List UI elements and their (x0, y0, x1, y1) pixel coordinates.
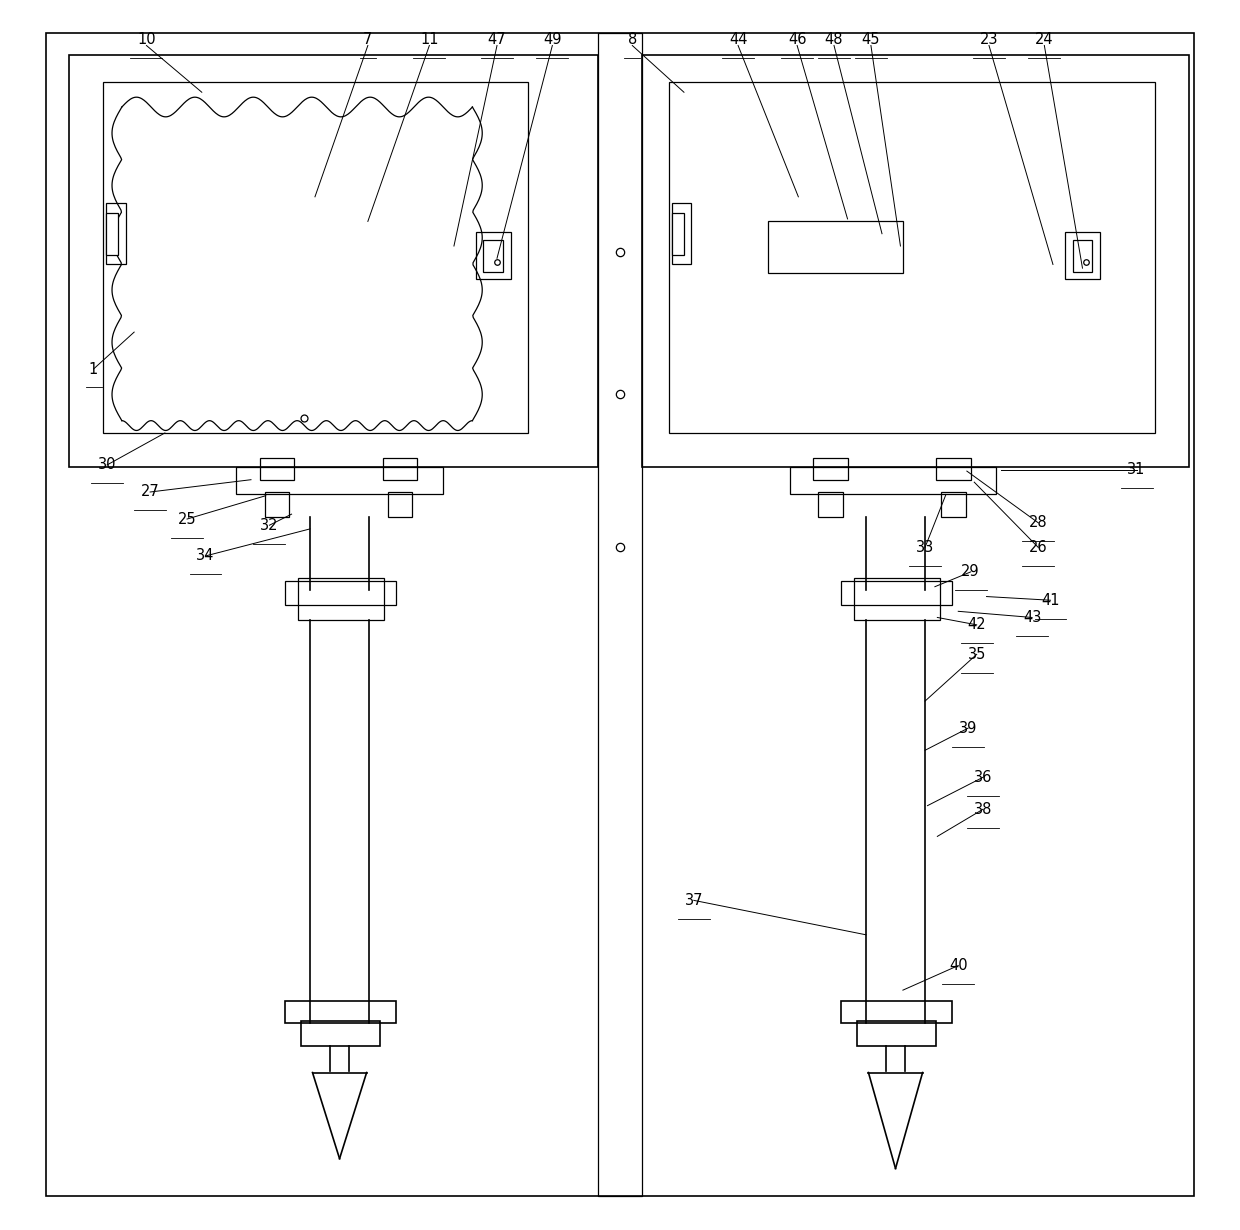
Bar (672, 213, 684, 255)
Text: 26: 26 (1029, 540, 1048, 555)
Text: 39: 39 (959, 721, 977, 736)
Bar (383, 458, 417, 480)
Text: 41: 41 (1042, 593, 1060, 608)
Text: 1: 1 (89, 362, 98, 376)
Bar (642, 55, 1189, 467)
Text: 7: 7 (363, 32, 372, 47)
Bar (1073, 240, 1092, 272)
Bar (298, 578, 384, 620)
Bar (237, 467, 443, 494)
Text: 24: 24 (1035, 32, 1054, 47)
Bar (672, 203, 692, 264)
Text: 46: 46 (787, 32, 806, 47)
Bar (259, 458, 294, 480)
Bar (936, 458, 971, 480)
Bar (105, 213, 118, 255)
Text: 27: 27 (141, 485, 160, 499)
Text: 49: 49 (543, 32, 562, 47)
Text: 25: 25 (177, 512, 196, 526)
Bar (264, 492, 289, 517)
Text: 30: 30 (98, 458, 117, 472)
Bar (768, 221, 903, 273)
Polygon shape (868, 1073, 923, 1168)
Text: 35: 35 (967, 647, 986, 662)
Text: 36: 36 (973, 770, 992, 785)
Bar (285, 581, 396, 605)
Bar (476, 232, 511, 279)
Text: 43: 43 (1023, 610, 1042, 625)
Bar (670, 82, 1154, 433)
Text: 28: 28 (1029, 515, 1048, 530)
Text: 34: 34 (196, 549, 215, 563)
Text: 47: 47 (487, 32, 506, 47)
Text: 33: 33 (916, 540, 934, 555)
Bar (598, 33, 642, 1196)
Bar (857, 1021, 936, 1046)
Bar (790, 467, 997, 494)
Bar (941, 492, 966, 517)
Bar (105, 203, 125, 264)
Bar (103, 82, 528, 433)
Text: 38: 38 (973, 802, 992, 817)
Bar (285, 1001, 396, 1023)
Bar (301, 1021, 381, 1046)
Bar (842, 581, 952, 605)
Text: 42: 42 (967, 617, 986, 632)
Bar (842, 1001, 952, 1023)
Bar (813, 458, 848, 480)
Polygon shape (312, 1073, 367, 1159)
Text: 44: 44 (729, 32, 748, 47)
Text: 29: 29 (961, 565, 980, 579)
Bar (853, 578, 940, 620)
Text: 40: 40 (949, 958, 967, 973)
Text: 8: 8 (627, 32, 637, 47)
Bar (69, 55, 598, 467)
Text: 23: 23 (980, 32, 998, 47)
Text: 11: 11 (420, 32, 439, 47)
Text: 10: 10 (138, 32, 156, 47)
Bar (484, 240, 503, 272)
Bar (1065, 232, 1100, 279)
Text: 45: 45 (862, 32, 880, 47)
Text: 32: 32 (260, 518, 279, 533)
Text: 37: 37 (684, 893, 703, 908)
Bar (818, 492, 843, 517)
Bar (388, 492, 412, 517)
Text: 31: 31 (1127, 462, 1146, 477)
Text: 48: 48 (825, 32, 843, 47)
